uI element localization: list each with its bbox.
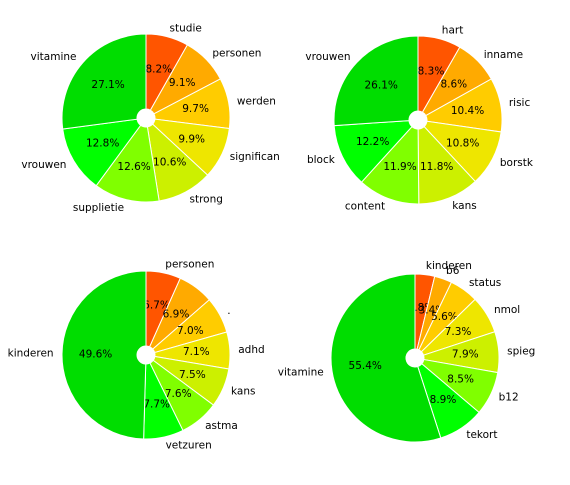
slice-label: strong [189,194,222,206]
slice-label: adhd [238,344,264,356]
wedge [330,273,442,443]
percent-label: 8.9% [430,394,457,406]
slice-label: b12 [499,391,519,403]
pie: 6.7% personen 6.9% 7.0%. 7.1% adhd 7.5% kans 7.6… [8,259,265,452]
slice-label: supplietie [73,202,124,214]
wedge [61,270,147,440]
slice-label: . [227,305,230,317]
percent-label: 7.5% [179,369,206,381]
slice-label: werden [237,96,276,108]
percent-label: 8.2% [145,63,172,75]
percent-label: 11.9% [383,161,416,173]
percent-label: 26.1% [365,80,398,92]
percent-label: 6.7% [143,300,170,312]
percent-label: 10.8% [446,137,479,149]
percent-label: 7.3% [445,326,472,338]
slice-label: tekort [466,429,497,441]
percent-label: 7.6% [165,388,192,400]
slice-label: content [345,200,385,212]
slice-label: spieg [507,345,535,357]
wedge [333,35,419,127]
slice-label: b6 [446,265,460,277]
wedge [333,120,413,183]
percent-label: 9.7% [182,103,209,115]
slice-label: risic [509,97,531,109]
slice-label: vitamine [31,51,77,63]
slice-label: vrouwen [305,51,350,63]
slice-label: nmol [494,304,520,316]
percent-label: 8.5% [447,373,474,385]
slice-label: hart [442,25,464,37]
percent-label: 11.8% [420,161,453,173]
slice-label: astma [205,420,238,432]
percent-label: 55.4% [349,360,382,372]
percent-label: 7.0% [177,325,204,337]
percent-label: 10.4% [451,105,484,117]
wedge [62,118,142,187]
slice-label: significan [230,151,280,163]
slice-label: borstk [500,157,534,169]
percent-label: 12.2% [356,136,389,148]
slice-label: studie [170,23,202,35]
percent-label: 9.1% [169,77,196,89]
slice-label: vitamine [278,366,324,378]
slice-label: status [469,277,501,289]
percent-label: 6.9% [163,308,190,320]
percent-label: 5.6% [431,311,458,323]
percent-label: 12.6% [117,161,150,173]
percent-label: 8.3% [418,65,445,77]
pie: 8.3% hart 8.6% inname 10.4% risic 10.8% borstk 1… [305,25,533,213]
percent-label: 10.6% [153,156,186,168]
slice-label: kans [452,200,476,212]
slice-label: kinderen [8,348,54,360]
slice-label: kinderen [426,260,472,272]
slice-label: block [307,154,336,166]
percent-label: 9.9% [178,133,205,145]
slice-label: vetzuren [166,439,212,451]
slice-label: kans [231,385,255,397]
slice-label: personen [212,48,261,60]
percent-label: 7.1% [183,346,210,358]
wedge [417,125,476,205]
wedge [61,33,147,130]
pie: 8.2% studie 9.1% personen 9.7% werden 9.9% sign… [21,23,279,214]
slice-label: vrouwen [21,159,66,171]
percent-label: 27.1% [91,79,124,91]
percent-label: 12.8% [86,138,119,150]
slice-label: personen [165,259,214,271]
percent-label: 7.9% [452,348,479,360]
percent-label: 7.7% [143,398,170,410]
wedge [95,124,160,203]
slice-label: inname [484,49,523,61]
wedge [360,125,420,205]
percent-label: 8.6% [440,79,467,91]
pie: 3.8%kinderen3.4%b65.6%status7.3%nmol7.9%… [278,260,535,443]
percent-label: 49.6% [79,348,112,360]
